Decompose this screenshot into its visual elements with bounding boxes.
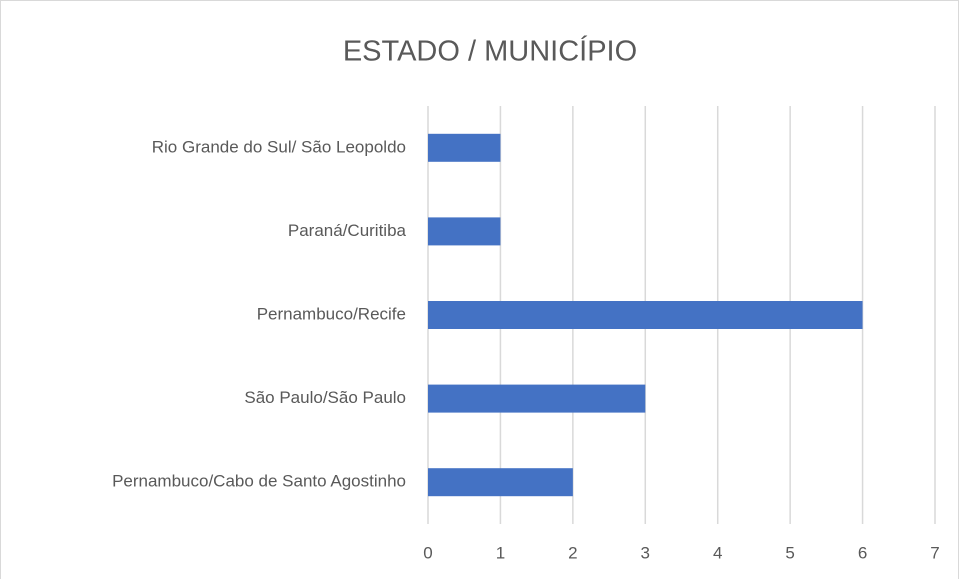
y-tick-label: Paraná/Curitiba [288,221,407,240]
y-tick-label: São Paulo/São Paulo [244,388,406,407]
x-tick-label: 7 [930,543,939,562]
x-tick-label: 3 [641,543,650,562]
x-tick-label: 6 [858,543,867,562]
y-tick-label: Pernambuco/Cabo de Santo Agostinho [112,472,406,491]
bar [428,384,646,413]
y-tick-label: Pernambuco/Recife [257,304,406,323]
x-tick-label: 1 [496,543,505,562]
x-tick-label: 5 [785,543,794,562]
bar [428,133,501,162]
chart-title: ESTADO / MUNICÍPIO [343,35,637,68]
y-tick-label: Rio Grande do Sul/ São Leopoldo [152,137,406,156]
x-tick-label: 4 [713,543,722,562]
bar [428,468,573,497]
bar [428,301,863,329]
x-tick-label: 2 [568,543,577,562]
bar [428,217,501,246]
x-tick-label: 0 [423,543,432,562]
